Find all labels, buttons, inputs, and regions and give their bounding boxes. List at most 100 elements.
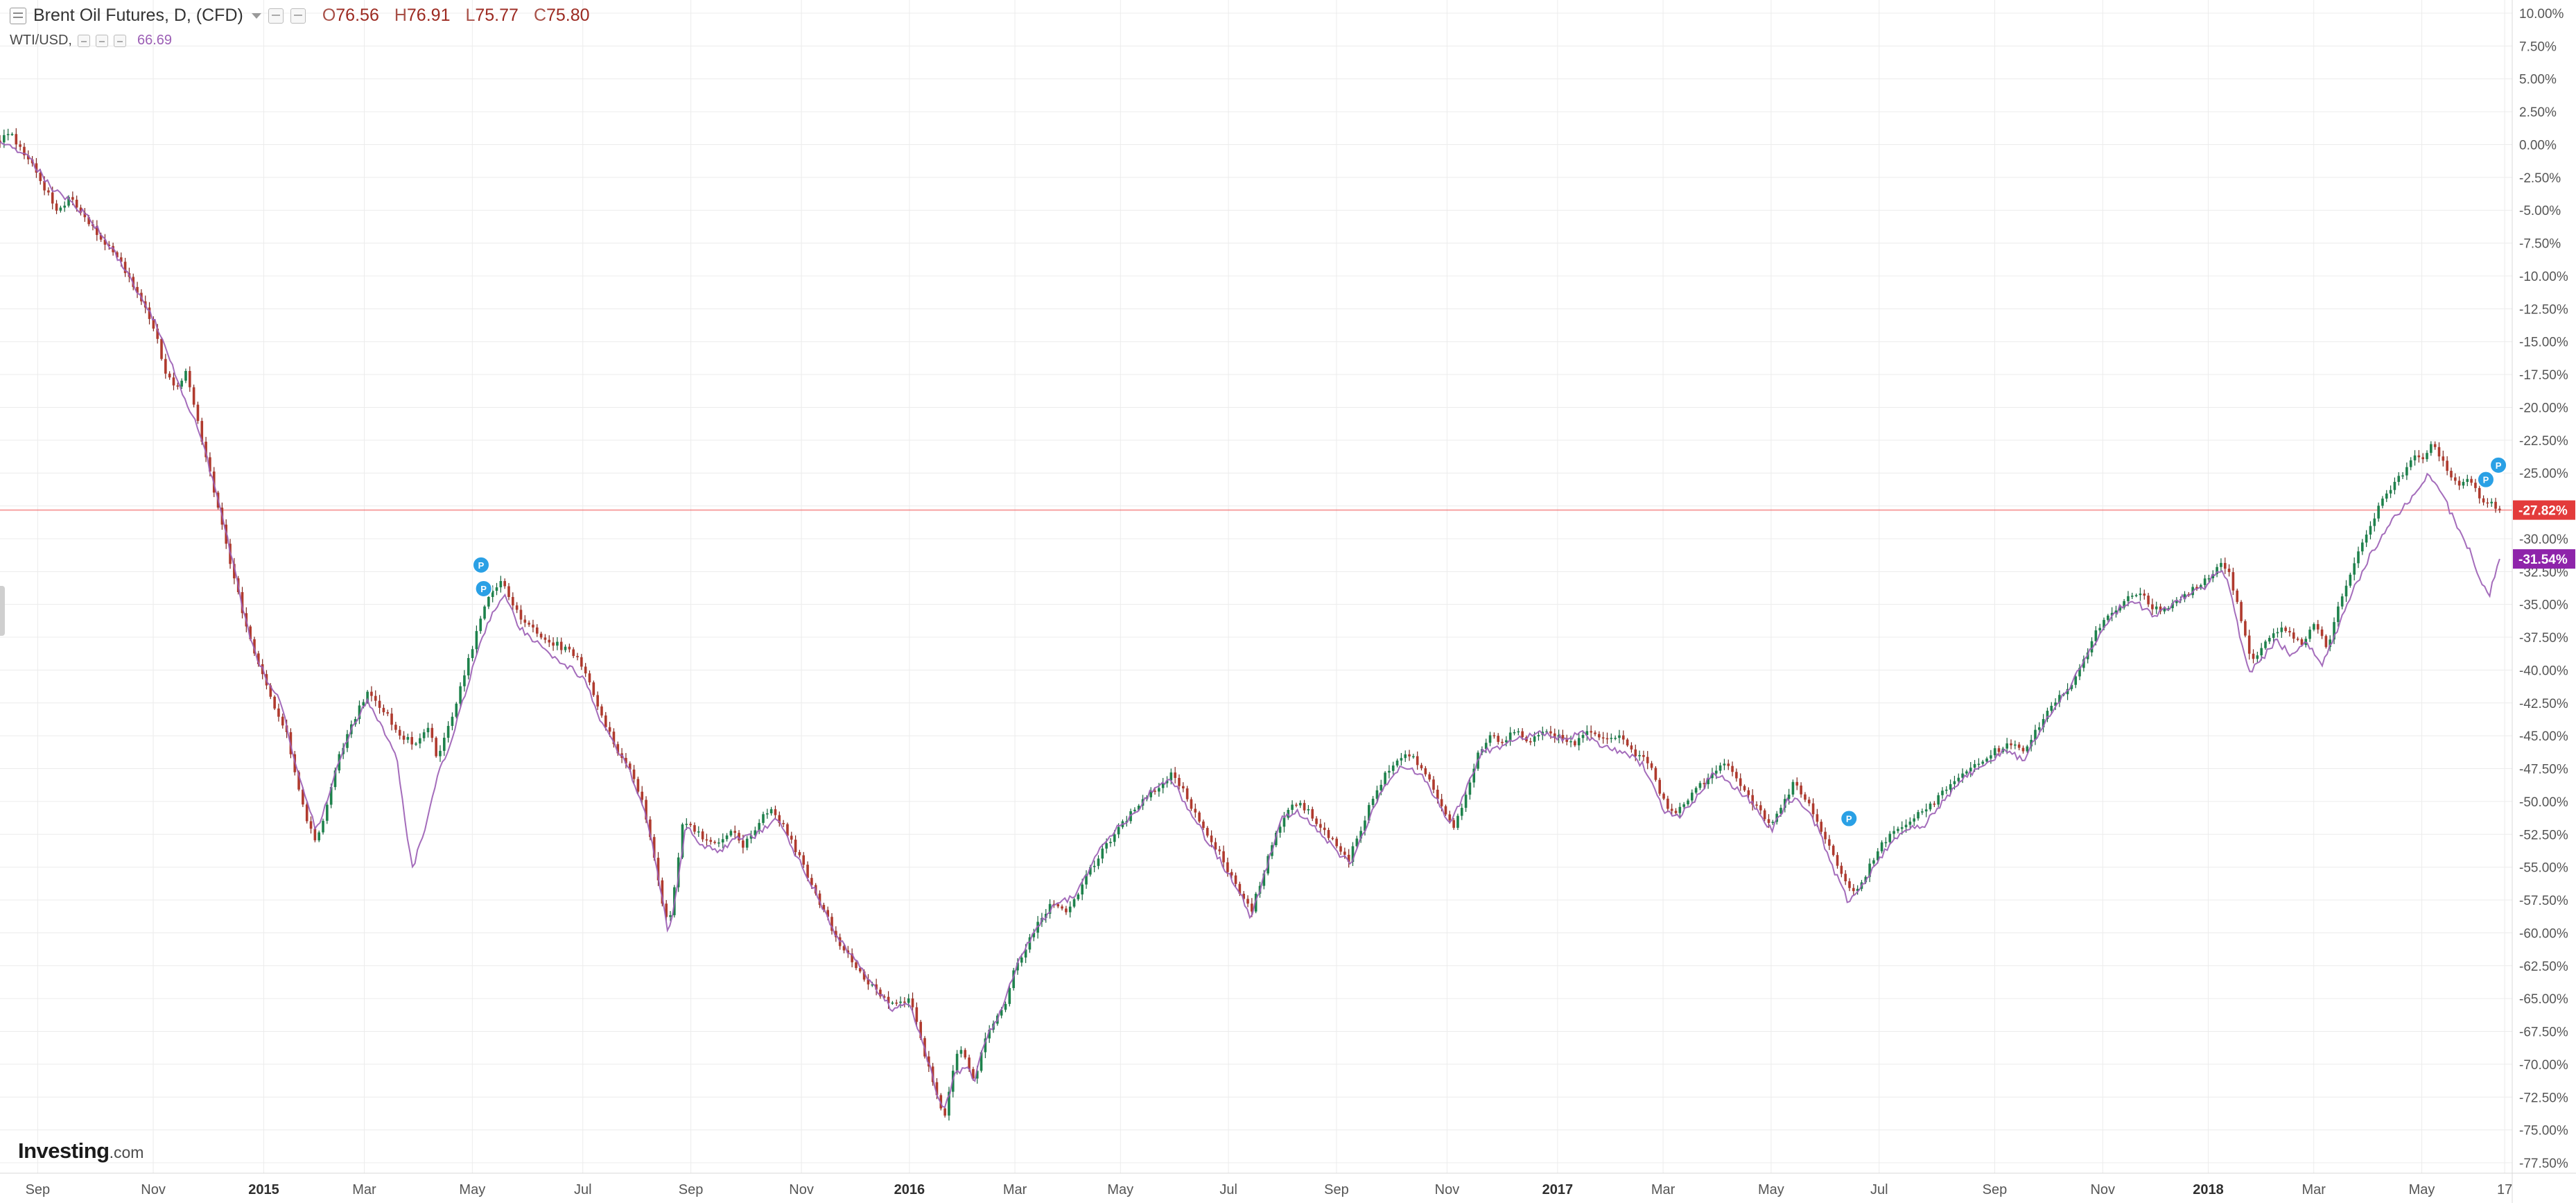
price-tick-label: -35.00% <box>2519 598 2568 613</box>
time-tick-label: Nov <box>141 1182 166 1197</box>
time-axis[interactable]: Sep Nov 2015 Mar May Jul Sep Nov 2016 Mar May Jul Se… <box>26 1182 2513 1197</box>
settings-icon[interactable] <box>96 34 108 47</box>
symbol-title[interactable]: Brent Oil Futures, D, (CFD) <box>33 6 243 25</box>
price-tick-label: -77.50% <box>2519 1157 2568 1171</box>
idea-marker[interactable]: P <box>474 579 493 598</box>
price-tick-label: -25.00% <box>2519 467 2568 481</box>
price-tick-label: -5.00% <box>2519 204 2561 218</box>
idea-marker[interactable]: P <box>2489 456 2508 474</box>
eye-icon[interactable] <box>268 8 284 24</box>
close-icon[interactable] <box>114 34 126 47</box>
time-year-label: 2015 <box>248 1182 279 1197</box>
time-tick-label: Jul <box>1219 1182 1237 1197</box>
time-tick-label: Sep <box>1324 1182 1349 1197</box>
price-tick-label: -72.50% <box>2519 1091 2568 1105</box>
grid <box>0 0 2512 1173</box>
price-tick-label: -40.00% <box>2519 664 2568 678</box>
time-tick-label: Mar <box>2301 1182 2326 1197</box>
open-value: O76.56 <box>322 6 379 25</box>
svg-text:P: P <box>478 560 485 571</box>
compare-symbol-title[interactable]: WTI/USD, <box>10 33 72 48</box>
time-year-label: 2017 <box>1542 1182 1574 1197</box>
time-tick-label: Sep <box>1983 1182 2008 1197</box>
price-tick-label: -2.50% <box>2519 171 2561 186</box>
price-tick-label: 5.00% <box>2519 73 2557 87</box>
price-tick-label: -17.50% <box>2519 368 2568 383</box>
chart-legend: Brent Oil Futures, D, (CFD) O76.56 H76.9… <box>10 6 590 49</box>
price-tick-label: 0.00% <box>2519 138 2557 153</box>
symbol-menu-icon[interactable] <box>10 7 26 24</box>
time-year-label: 2016 <box>894 1182 925 1197</box>
time-tick-label: May <box>2409 1182 2435 1197</box>
investing-watermark: Investing .com <box>18 1139 143 1163</box>
ohlc-values: O76.56 H76.91 L75.77 C75.80 <box>322 6 590 26</box>
last-price-label: -27.82% <box>2513 500 2575 520</box>
price-tick-label: -37.50% <box>2519 631 2568 646</box>
time-tick-label: Mar <box>1651 1182 1676 1197</box>
svg-text:P: P <box>480 584 487 594</box>
legend-row-main: Brent Oil Futures, D, (CFD) O76.56 H76.9… <box>10 6 590 26</box>
price-tick-label: -67.50% <box>2519 1025 2568 1040</box>
brand-text: Investing <box>18 1139 110 1163</box>
time-tick-label: 17 <box>2497 1182 2512 1197</box>
close-value: C75.80 <box>533 6 590 25</box>
price-tick-label: -12.50% <box>2519 302 2568 317</box>
price-tick-label: -52.50% <box>2519 828 2568 842</box>
time-tick-label: Nov <box>789 1182 814 1197</box>
price-axis[interactable]: 10.00% 7.50% 5.00% 2.50% 0.00% -2.50% -5.00% -7… <box>2513 7 2575 1171</box>
price-tick-label: -15.00% <box>2519 336 2568 350</box>
price-tick-label: 10.00% <box>2519 7 2564 21</box>
time-tick-label: Jul <box>1870 1182 1888 1197</box>
time-tick-label: Sep <box>679 1182 704 1197</box>
price-tick-label: -42.50% <box>2519 697 2568 711</box>
price-tick-label: 7.50% <box>2519 40 2557 54</box>
price-tick-label: -57.50% <box>2519 894 2568 908</box>
svg-text:P: P <box>2496 460 2502 471</box>
candlestick-series <box>0 128 2501 1121</box>
time-tick-label: May <box>1758 1182 1784 1197</box>
time-tick-label: Sep <box>26 1182 51 1197</box>
legend-row-compare: WTI/USD, 66.69 <box>10 33 590 49</box>
comparison-line-series <box>0 141 2500 1109</box>
svg-text:P: P <box>2483 475 2489 485</box>
price-tick-label: -7.50% <box>2519 237 2561 252</box>
price-tick-label: -70.00% <box>2519 1058 2568 1073</box>
brand-tld-text: .com <box>109 1143 144 1161</box>
price-tick-label: -45.00% <box>2519 729 2568 744</box>
price-tick-label: -65.00% <box>2519 992 2568 1007</box>
time-tick-label: Nov <box>1435 1182 1460 1197</box>
high-value: H76.91 <box>394 6 451 25</box>
svg-text:-27.82%: -27.82% <box>2518 504 2568 519</box>
time-tick-label: Mar <box>1003 1182 1027 1197</box>
price-tick-label: -55.00% <box>2519 861 2568 876</box>
eye-icon[interactable] <box>78 34 90 47</box>
idea-marker[interactable]: P <box>471 555 490 574</box>
price-tick-label: -50.00% <box>2519 795 2568 810</box>
idea-marker[interactable]: P <box>1840 809 1859 828</box>
price-tick-label: -30.00% <box>2519 533 2568 547</box>
svg-text:-31.54%: -31.54% <box>2518 553 2568 567</box>
last-price-label: -31.54% <box>2513 549 2575 569</box>
price-tick-label: -47.50% <box>2519 763 2568 777</box>
time-year-label: 2018 <box>2193 1182 2224 1197</box>
chevron-down-icon[interactable] <box>251 12 261 19</box>
time-tick-label: Nov <box>2090 1182 2115 1197</box>
price-tick-label: -22.50% <box>2519 434 2568 449</box>
price-tick-label: 2.50% <box>2519 105 2557 120</box>
price-tick-label: -20.00% <box>2519 401 2568 415</box>
drawing-toolbar-handle[interactable] <box>0 586 5 636</box>
idea-marker[interactable]: P <box>2476 470 2495 489</box>
time-tick-label: Mar <box>352 1182 376 1197</box>
price-tick-label: -10.00% <box>2519 270 2568 284</box>
time-tick-label: Jul <box>574 1182 592 1197</box>
low-value: L75.77 <box>465 6 519 25</box>
settings-icon[interactable] <box>290 8 306 24</box>
price-tick-label: -32.50% <box>2519 565 2568 580</box>
price-tick-label: -60.00% <box>2519 926 2568 941</box>
compare-last-value: 66.69 <box>137 33 173 48</box>
price-tick-label: -75.00% <box>2519 1124 2568 1139</box>
